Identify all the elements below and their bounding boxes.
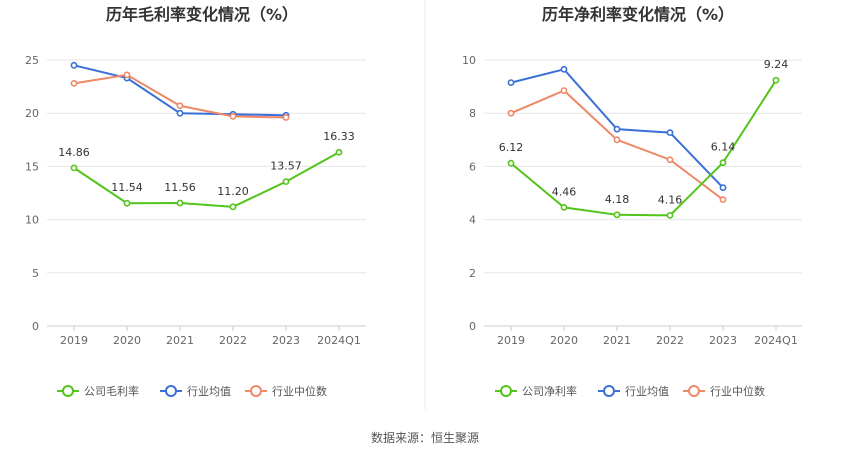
x-tick-label: 2023 bbox=[272, 334, 300, 347]
legend-marker-industry_median bbox=[688, 385, 700, 397]
data-point-industry_median bbox=[123, 71, 131, 79]
data-point-company bbox=[613, 211, 621, 219]
data-point-industry_avg bbox=[666, 129, 674, 137]
y-tick-label: 2 bbox=[469, 267, 476, 280]
data-point-industry_avg bbox=[613, 125, 621, 133]
net-margin-panel: 历年净利率变化情况（%） 0 2 4 6 8 10 2019 2020 2021 2022 2023 2… bbox=[462, 5, 802, 398]
data-point-company bbox=[772, 76, 780, 84]
source-label: 数据来源：恒生聚源 bbox=[371, 430, 479, 445]
y-tick-label: 4 bbox=[469, 214, 476, 227]
legend-marker-industry_avg bbox=[165, 385, 177, 397]
gross-margin-panel: 历年毛利率变化情况（%） 0 5 10 15 20 25 2019 2020 2021 2022 20… bbox=[25, 5, 366, 398]
data-label: 4.46 bbox=[552, 185, 577, 198]
data-label: 16.33 bbox=[323, 130, 355, 143]
data-point-industry_median bbox=[613, 136, 621, 144]
legend-label: 行业均值 bbox=[625, 385, 669, 398]
legend-marker-company bbox=[62, 385, 74, 397]
data-point-company bbox=[335, 148, 343, 156]
data-label: 9.24 bbox=[764, 58, 789, 71]
series-line-company bbox=[510, 79, 777, 217]
y-tick-label: 25 bbox=[25, 54, 39, 67]
y-tick-label: 10 bbox=[462, 54, 476, 67]
data-point-industry_median bbox=[229, 112, 237, 120]
x-tick-label: 2019 bbox=[60, 334, 88, 347]
data-label: 6.12 bbox=[499, 141, 524, 154]
chart-title: 历年净利率变化情况（%） bbox=[542, 5, 734, 24]
data-point-industry_median bbox=[666, 156, 674, 164]
y-tick-label: 6 bbox=[469, 160, 476, 173]
data-point-industry_median bbox=[560, 87, 568, 94]
x-tick-label: 2021 bbox=[603, 334, 631, 347]
data-point-industry_avg bbox=[176, 109, 184, 117]
data-point-company bbox=[666, 211, 674, 219]
x-tick-label: 2022 bbox=[656, 334, 684, 347]
data-point-industry_median bbox=[176, 102, 184, 110]
data-point-industry_avg bbox=[70, 61, 78, 69]
legend-label: 行业中位数 bbox=[710, 384, 765, 398]
series-line-company bbox=[73, 151, 340, 208]
y-tick-label: 15 bbox=[25, 160, 39, 173]
data-point-company bbox=[176, 199, 184, 207]
data-point-company bbox=[70, 164, 78, 172]
data-point-industry_median bbox=[507, 109, 515, 117]
x-tick-label: 2022 bbox=[219, 334, 247, 347]
x-tick-label: 2023 bbox=[709, 334, 737, 347]
data-label: 13.57 bbox=[270, 160, 302, 173]
data-point-industry_median bbox=[719, 196, 727, 204]
data-label: 11.20 bbox=[217, 185, 249, 198]
legend-label: 公司毛利率 bbox=[84, 384, 139, 398]
data-point-company bbox=[560, 203, 568, 211]
x-tick-label: 2021 bbox=[166, 334, 194, 347]
y-tick-label: 8 bbox=[469, 107, 476, 120]
legend-label: 公司净利率 bbox=[522, 384, 577, 398]
y-tick-label: 0 bbox=[469, 320, 476, 333]
legend-label: 行业均值 bbox=[187, 385, 231, 398]
legend-marker-industry_median bbox=[250, 385, 262, 397]
data-label: 11.56 bbox=[164, 181, 196, 194]
x-tick-label: 2024Q1 bbox=[754, 334, 798, 347]
data-label: 4.16 bbox=[658, 193, 683, 206]
data-label: 14.86 bbox=[58, 146, 90, 159]
data-point-industry_median bbox=[70, 80, 78, 87]
y-tick-label: 5 bbox=[32, 267, 39, 280]
y-tick-label: 20 bbox=[25, 107, 39, 120]
y-tick-label: 0 bbox=[32, 320, 39, 333]
data-point-industry_median bbox=[282, 114, 290, 121]
x-tick-label: 2024Q1 bbox=[317, 334, 361, 347]
data-label: 4.18 bbox=[605, 193, 630, 206]
data-point-company bbox=[229, 203, 237, 211]
data-point-company bbox=[123, 199, 131, 207]
legend-marker-industry_avg bbox=[603, 385, 615, 397]
data-point-company bbox=[719, 159, 727, 167]
chart-title: 历年毛利率变化情况（%） bbox=[106, 5, 298, 24]
x-tick-label: 2019 bbox=[497, 334, 525, 347]
data-point-company bbox=[282, 178, 290, 186]
data-point-industry_avg bbox=[719, 184, 727, 192]
data-point-industry_avg bbox=[560, 65, 568, 73]
data-label: 11.54 bbox=[111, 181, 143, 194]
data-point-industry_avg bbox=[507, 79, 515, 87]
data-point-company bbox=[507, 159, 515, 167]
legend-marker-company bbox=[500, 385, 512, 397]
x-tick-label: 2020 bbox=[550, 334, 578, 347]
x-tick-label: 2020 bbox=[113, 334, 141, 347]
data-label: 6.14 bbox=[711, 141, 736, 154]
y-tick-label: 10 bbox=[25, 214, 39, 227]
legend-label: 行业中位数 bbox=[272, 384, 327, 398]
series-line-industry_median bbox=[510, 89, 724, 201]
